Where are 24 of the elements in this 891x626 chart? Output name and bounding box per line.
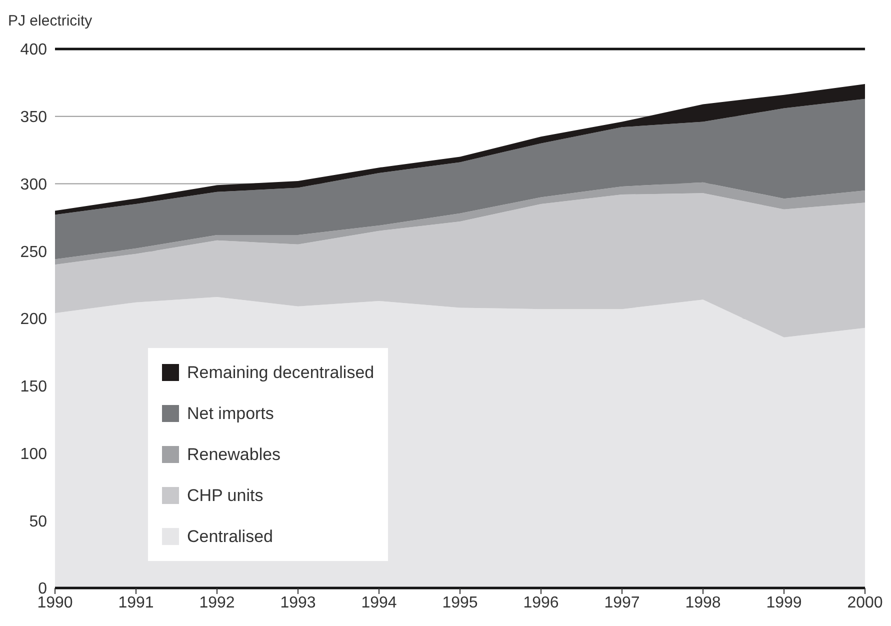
y-tick-label: 400 <box>20 42 48 59</box>
x-tick-label: 1998 <box>685 594 721 612</box>
y-axis-title: PJ electricity <box>8 12 93 30</box>
y-tick-label: 250 <box>20 244 48 261</box>
x-tick-label: 1997 <box>604 594 640 612</box>
y-tick-label: 150 <box>20 378 48 396</box>
x-tick-label: 1993 <box>280 594 316 612</box>
legend-label: Net imports <box>187 404 274 424</box>
x-tick-label: 1995 <box>442 594 478 612</box>
x-tick-label: 1996 <box>523 594 559 612</box>
x-tick-label: 1992 <box>199 594 235 612</box>
x-tick-label: 1999 <box>766 594 802 612</box>
y-tick-label: 100 <box>20 446 48 463</box>
y-tick-label: 50 <box>29 513 48 530</box>
x-tick-label: 1991 <box>118 594 154 612</box>
x-tick-label: 1994 <box>361 594 397 612</box>
legend-label: Remaining decentralised <box>187 362 374 382</box>
y-tick-label: 200 <box>20 311 48 328</box>
y-tick-label: 350 <box>20 109 48 126</box>
x-tick-label: 2000 <box>847 594 883 612</box>
legend-label: Renewables <box>187 444 281 464</box>
y-tick-label: 300 <box>20 176 48 194</box>
legend-label: Centralised <box>187 526 273 546</box>
legend-label: CHP units <box>187 486 264 506</box>
